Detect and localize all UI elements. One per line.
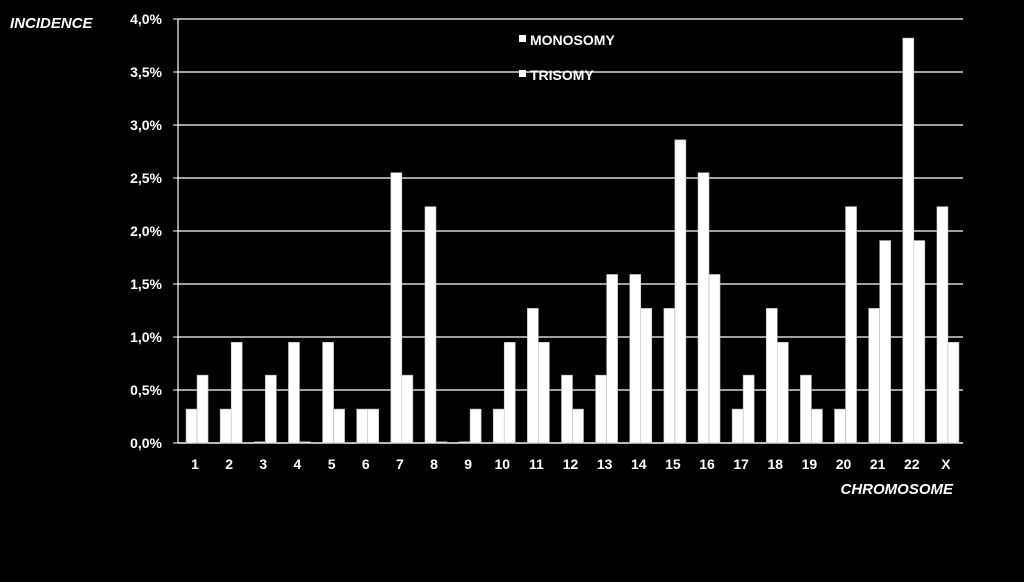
x-tick-label: X	[941, 456, 951, 472]
bar-monosomy-6	[356, 408, 369, 444]
y-tick-label: 3,5%	[130, 64, 162, 80]
bar-trisomy-7	[401, 374, 414, 444]
bar-monosomy-x	[936, 206, 949, 444]
legend: MONOSOMY TRISOMY	[519, 32, 615, 83]
x-tick-label: 10	[494, 456, 510, 472]
x-tick-label: 1	[191, 456, 199, 472]
y-tick-labels: 0,0% 0,5% 1,0% 1,5% 2,0% 2,5% 3,0% 3,5% 4,0%	[130, 11, 162, 451]
x-tick-label: 3	[259, 456, 267, 472]
bar-trisomy-15	[674, 139, 687, 444]
y-tick-label: 0,5%	[130, 382, 162, 398]
bar-monosomy-13	[595, 374, 607, 444]
x-tick-label: 18	[767, 456, 783, 472]
y-tick-label: 1,0%	[130, 329, 162, 345]
bar-trisomy-3	[265, 374, 277, 444]
legend-marker-monosomy	[519, 35, 526, 42]
bar-monosomy-10	[492, 408, 505, 444]
x-tick-label: 11	[529, 456, 544, 472]
bar-monosomy-3	[254, 441, 266, 444]
bar-trisomy-13	[606, 274, 618, 444]
x-tick-label: 9	[464, 456, 472, 472]
bar-monosomy-14	[629, 274, 642, 444]
bar-monosomy-16	[697, 172, 710, 444]
x-tick-label: 7	[396, 456, 404, 472]
gridlines	[173, 18, 963, 444]
bar-monosomy-5	[322, 341, 334, 444]
bar-monosomy-20	[834, 408, 846, 444]
y-tick-label: 2,5%	[130, 170, 162, 186]
x-tick-label: 19	[802, 456, 818, 472]
bar-trisomy-12	[572, 408, 584, 444]
bar-monosomy-4	[288, 341, 300, 444]
bar-trisomy-2	[230, 341, 243, 444]
legend-label-monosomy: MONOSOMY	[530, 32, 615, 48]
x-tick-label: 14	[631, 456, 647, 472]
y-tick-label: 2,0%	[130, 223, 162, 239]
x-tick-label: 5	[328, 456, 336, 472]
bar-trisomy-9	[469, 408, 482, 444]
x-tick-label: 12	[563, 456, 579, 472]
x-tick-label: 17	[733, 456, 749, 472]
bar-trisomy-14	[640, 308, 653, 444]
x-tick-label: 22	[904, 456, 920, 472]
bars	[185, 37, 960, 444]
bar-trisomy-10	[503, 341, 516, 444]
bar-trisomy-17	[742, 374, 755, 444]
bar-monosomy-8	[424, 206, 437, 444]
bar-trisomy-18	[776, 341, 789, 444]
bar-trisomy-8	[435, 441, 448, 444]
bar-monosomy-12	[561, 374, 573, 444]
bar-trisomy-5	[333, 408, 345, 444]
x-tick-labels: 1 2 3 4 5 6 7 8 9 10 11 12 13 14 15 16 17 18 19 20 21 22 X	[191, 456, 951, 472]
bar-monosomy-9	[458, 441, 471, 444]
x-tick-label: 13	[597, 456, 613, 472]
y-tick-label: 4,0%	[130, 11, 162, 27]
bar-trisomy-16	[708, 274, 721, 444]
bar-monosomy-15	[663, 308, 676, 444]
bar-monosomy-11	[527, 308, 539, 444]
bar-trisomy-20	[845, 206, 857, 444]
x-tick-label: 20	[836, 456, 852, 472]
bar-trisomy-4	[299, 441, 311, 444]
x-axis-title: CHROMOSOME	[841, 481, 954, 498]
bar-monosomy-19	[800, 374, 812, 444]
y-axis-title: INCIDENCE	[10, 15, 94, 32]
bar-trisomy-6	[367, 408, 380, 444]
bar-monosomy-18	[765, 308, 778, 444]
legend-marker-trisomy	[519, 70, 526, 77]
x-tick-label: 8	[430, 456, 438, 472]
x-tick-label: 21	[870, 456, 886, 472]
bar-monosomy-7	[390, 172, 403, 444]
x-tick-label: 4	[294, 456, 302, 472]
bar-monosomy-17	[731, 408, 744, 444]
x-tick-label: 15	[665, 456, 681, 472]
bar-trisomy-11	[538, 341, 550, 444]
bar-trisomy-22	[913, 240, 926, 444]
bar-trisomy-x	[947, 341, 960, 444]
legend-label-trisomy: TRISOMY	[530, 67, 594, 83]
y-tick-label: 3,0%	[130, 117, 162, 133]
bar-trisomy-21	[879, 240, 891, 444]
bar-monosomy-1	[185, 408, 198, 444]
bar-monosomy-2	[219, 408, 232, 444]
x-tick-label: 6	[362, 456, 370, 472]
x-tick-label: 16	[699, 456, 715, 472]
bar-trisomy-19	[811, 408, 823, 444]
bar-monosomy-21	[868, 308, 880, 444]
y-tick-label: 1,5%	[130, 276, 162, 292]
y-tick-label: 0,0%	[130, 435, 162, 451]
x-tick-label: 2	[225, 456, 233, 472]
bar-trisomy-1	[196, 374, 209, 444]
bar-monosomy-22	[902, 37, 915, 444]
